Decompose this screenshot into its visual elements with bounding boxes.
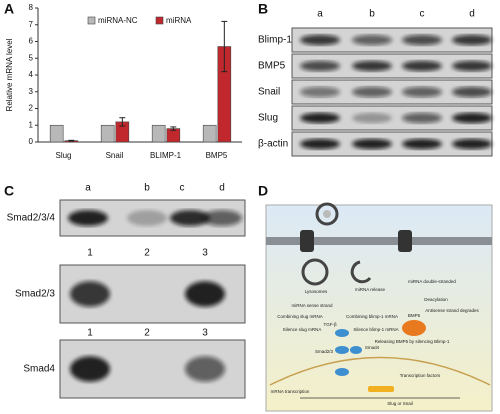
lane-label: a bbox=[317, 9, 323, 20]
lane-label: a bbox=[85, 183, 91, 194]
band bbox=[402, 86, 442, 98]
y-tick-label: 1 bbox=[29, 120, 34, 129]
band bbox=[300, 86, 340, 98]
band bbox=[185, 281, 225, 307]
bar bbox=[49, 124, 64, 143]
diagram-label: TGF-β bbox=[323, 322, 336, 327]
lane-label: b bbox=[369, 9, 375, 20]
diagram-label: Silence slug mRNA bbox=[283, 327, 322, 332]
band bbox=[127, 210, 167, 226]
bar bbox=[151, 124, 166, 143]
lane-number: 1 bbox=[87, 248, 93, 259]
diagram-label: miRNA release bbox=[355, 287, 386, 292]
band bbox=[70, 356, 110, 382]
band bbox=[352, 60, 392, 72]
row-label: Slug bbox=[258, 113, 278, 124]
lane-label: b bbox=[144, 183, 150, 194]
diagram bbox=[265, 202, 493, 412]
row-label: Blimp-1 bbox=[258, 35, 292, 46]
band bbox=[402, 34, 442, 46]
band bbox=[452, 34, 492, 46]
lane-label: c bbox=[180, 183, 185, 194]
y-tick-label: 8 bbox=[29, 3, 34, 12]
panel-label: B bbox=[258, 1, 268, 17]
y-tick-label: 4 bbox=[29, 70, 34, 79]
band bbox=[352, 112, 392, 124]
x-tick-label: Snail bbox=[106, 151, 124, 160]
diagram-label: Releasing BMP5 by silencing Blimp-1 bbox=[375, 339, 450, 344]
panel-label: D bbox=[258, 183, 268, 199]
x-tick-label: BLIMP-1 bbox=[150, 151, 182, 160]
panel-label: A bbox=[4, 1, 14, 17]
y-tick-label: 7 bbox=[29, 20, 34, 29]
y-tick-label: 2 bbox=[29, 104, 34, 113]
diagram-label: Combining blimp-1 mRNA bbox=[346, 314, 398, 319]
band bbox=[452, 112, 492, 124]
legend-swatch bbox=[87, 16, 96, 25]
y-tick-label: 3 bbox=[29, 87, 34, 96]
diagram-label: mRNA transcription bbox=[271, 389, 310, 394]
band bbox=[70, 281, 110, 307]
diagram-label: miRNA double-stranded bbox=[408, 279, 456, 284]
y-tick-label: 0 bbox=[29, 137, 34, 146]
band bbox=[452, 60, 492, 72]
y-tick-label: 6 bbox=[29, 37, 34, 46]
y-tick-label: 5 bbox=[29, 53, 34, 62]
band bbox=[202, 210, 242, 226]
band bbox=[170, 210, 210, 226]
diagram-label: Smad4 bbox=[365, 345, 380, 350]
band bbox=[300, 34, 340, 46]
row-label: Smad2/3 bbox=[15, 289, 55, 300]
row-label: Smad4 bbox=[23, 364, 55, 375]
lane-number: 2 bbox=[144, 248, 150, 259]
diagram-label: miRNA sense strand bbox=[291, 303, 333, 308]
band bbox=[352, 86, 392, 98]
band bbox=[300, 112, 340, 124]
x-tick-label: Slug bbox=[55, 151, 71, 160]
band bbox=[300, 60, 340, 72]
lane-number: 3 bbox=[202, 248, 208, 259]
diagram-label: Deacylation bbox=[424, 297, 448, 302]
bar bbox=[100, 124, 115, 143]
bar bbox=[202, 124, 217, 143]
row-label: β-actin bbox=[258, 139, 288, 150]
diagram-label: BMP5 bbox=[408, 313, 421, 318]
band bbox=[402, 112, 442, 124]
diagram-label: Combining slug mRNA bbox=[277, 314, 323, 319]
diagram-label: Transcription factors bbox=[400, 373, 441, 378]
legend-label: miRNA-NC bbox=[98, 16, 138, 25]
band bbox=[68, 210, 108, 226]
lane-label: d bbox=[219, 183, 225, 194]
legend-swatch bbox=[155, 16, 164, 25]
diagram-label: Lysosomes bbox=[305, 289, 328, 294]
lane-label: d bbox=[469, 9, 475, 20]
diagram-label: Slug or Snail bbox=[387, 401, 413, 406]
y-axis-label: Relative mRNA level bbox=[5, 38, 14, 111]
row-label: Snail bbox=[258, 87, 280, 98]
band bbox=[452, 86, 492, 98]
diagram-label: Antisense strand degrades bbox=[425, 308, 479, 313]
lane-number: 2 bbox=[144, 328, 150, 339]
row-label: Smad2/3/4 bbox=[7, 213, 56, 224]
band bbox=[352, 138, 392, 150]
diagram-label: Smad2/3 bbox=[315, 349, 334, 354]
diagram-label: Silence blimp-1 mRNA bbox=[353, 327, 398, 332]
band bbox=[452, 138, 492, 150]
x-tick-label: BMP5 bbox=[206, 151, 228, 160]
lane-number: 1 bbox=[87, 328, 93, 339]
panel-label: C bbox=[4, 183, 14, 199]
band bbox=[300, 138, 340, 150]
band bbox=[402, 138, 442, 150]
lane-number: 3 bbox=[202, 328, 208, 339]
legend-label: miRNA bbox=[166, 16, 192, 25]
band bbox=[185, 356, 225, 382]
band bbox=[352, 34, 392, 46]
row-label: BMP5 bbox=[258, 61, 286, 72]
lane-label: c bbox=[420, 9, 425, 20]
band bbox=[402, 60, 442, 72]
